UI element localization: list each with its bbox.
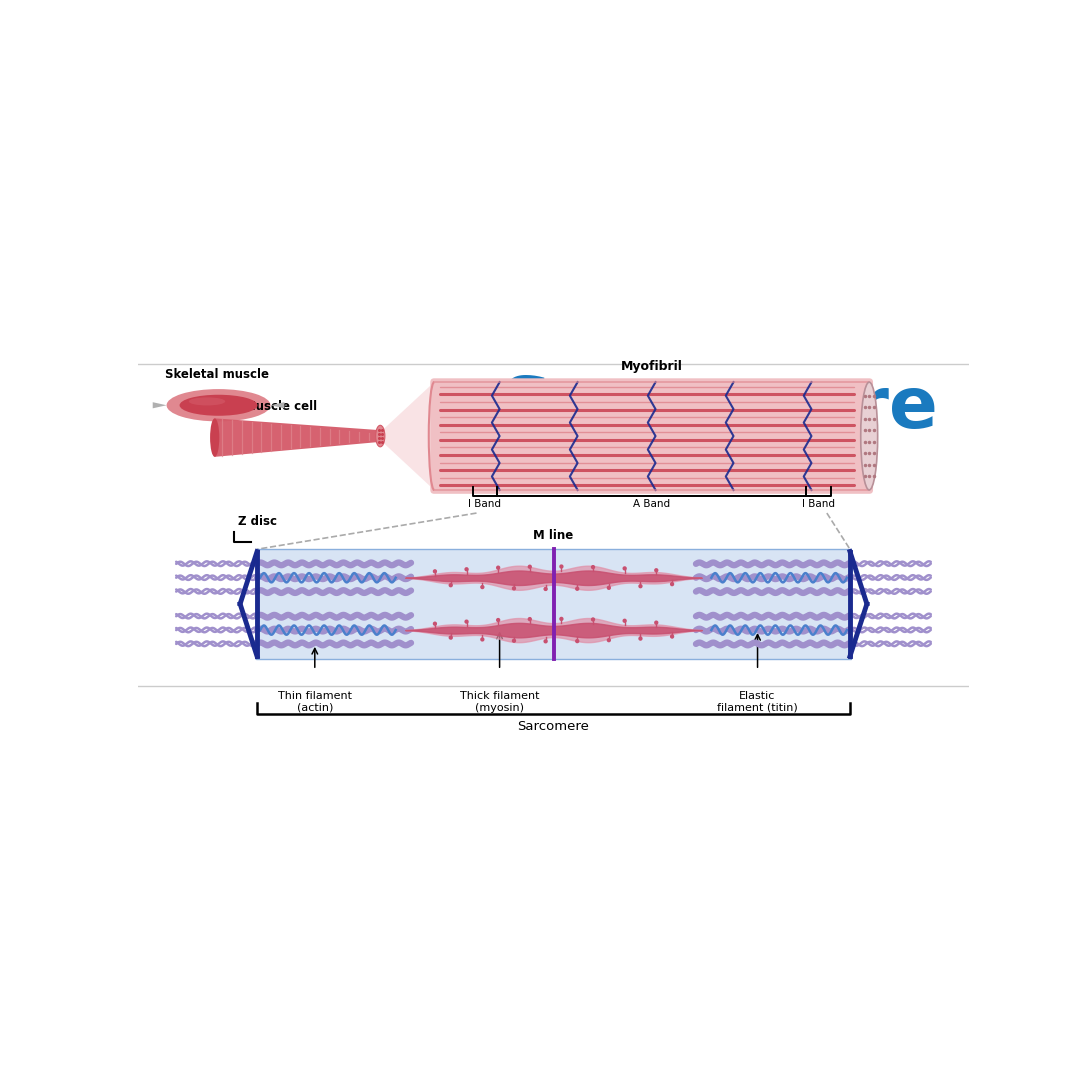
Circle shape — [543, 639, 548, 644]
Polygon shape — [215, 418, 380, 457]
Circle shape — [607, 638, 611, 643]
Circle shape — [575, 639, 579, 644]
Text: Thin filament
(actin): Thin filament (actin) — [278, 691, 352, 713]
Text: I Band: I Band — [469, 499, 501, 509]
Ellipse shape — [166, 389, 270, 421]
Text: I Band: I Band — [801, 499, 835, 509]
Text: Thick filament
(myosin): Thick filament (myosin) — [460, 691, 539, 713]
Circle shape — [638, 584, 643, 589]
Text: Sarcomere: Sarcomere — [517, 720, 590, 733]
Circle shape — [654, 621, 659, 624]
Text: Z disc: Z disc — [238, 515, 276, 528]
Circle shape — [464, 567, 469, 571]
Ellipse shape — [211, 418, 219, 457]
Circle shape — [622, 566, 626, 570]
Text: Myofibril: Myofibril — [621, 360, 683, 373]
Circle shape — [559, 565, 564, 569]
Text: A Band: A Band — [633, 499, 671, 509]
Circle shape — [528, 565, 532, 569]
Circle shape — [496, 566, 500, 570]
Circle shape — [512, 638, 516, 643]
Circle shape — [512, 586, 516, 591]
Circle shape — [481, 585, 485, 590]
Polygon shape — [380, 382, 434, 490]
Circle shape — [448, 583, 453, 588]
Circle shape — [433, 622, 437, 625]
FancyBboxPatch shape — [430, 378, 873, 494]
Text: Sarcomere: Sarcomere — [501, 374, 939, 443]
Circle shape — [607, 585, 611, 590]
Circle shape — [496, 618, 500, 622]
Polygon shape — [152, 402, 166, 408]
Circle shape — [448, 635, 453, 639]
Circle shape — [654, 568, 659, 572]
Circle shape — [638, 636, 643, 640]
Circle shape — [433, 569, 437, 573]
Ellipse shape — [189, 397, 226, 405]
Circle shape — [622, 619, 626, 623]
Circle shape — [543, 586, 548, 591]
Circle shape — [591, 618, 595, 622]
Circle shape — [670, 634, 674, 638]
Circle shape — [575, 586, 579, 591]
Circle shape — [464, 620, 469, 624]
Ellipse shape — [376, 426, 384, 447]
Circle shape — [528, 617, 532, 621]
Polygon shape — [270, 402, 284, 408]
Circle shape — [591, 565, 595, 569]
Circle shape — [670, 582, 674, 586]
Ellipse shape — [179, 395, 257, 416]
Text: Muscle cell: Muscle cell — [244, 400, 316, 413]
Text: Elastic
filament (titin): Elastic filament (titin) — [717, 691, 798, 713]
Ellipse shape — [861, 382, 878, 490]
Text: Skeletal muscle: Skeletal muscle — [164, 368, 269, 381]
Circle shape — [481, 637, 485, 642]
Circle shape — [559, 617, 564, 621]
Text: M line: M line — [534, 528, 573, 541]
FancyBboxPatch shape — [256, 550, 851, 659]
